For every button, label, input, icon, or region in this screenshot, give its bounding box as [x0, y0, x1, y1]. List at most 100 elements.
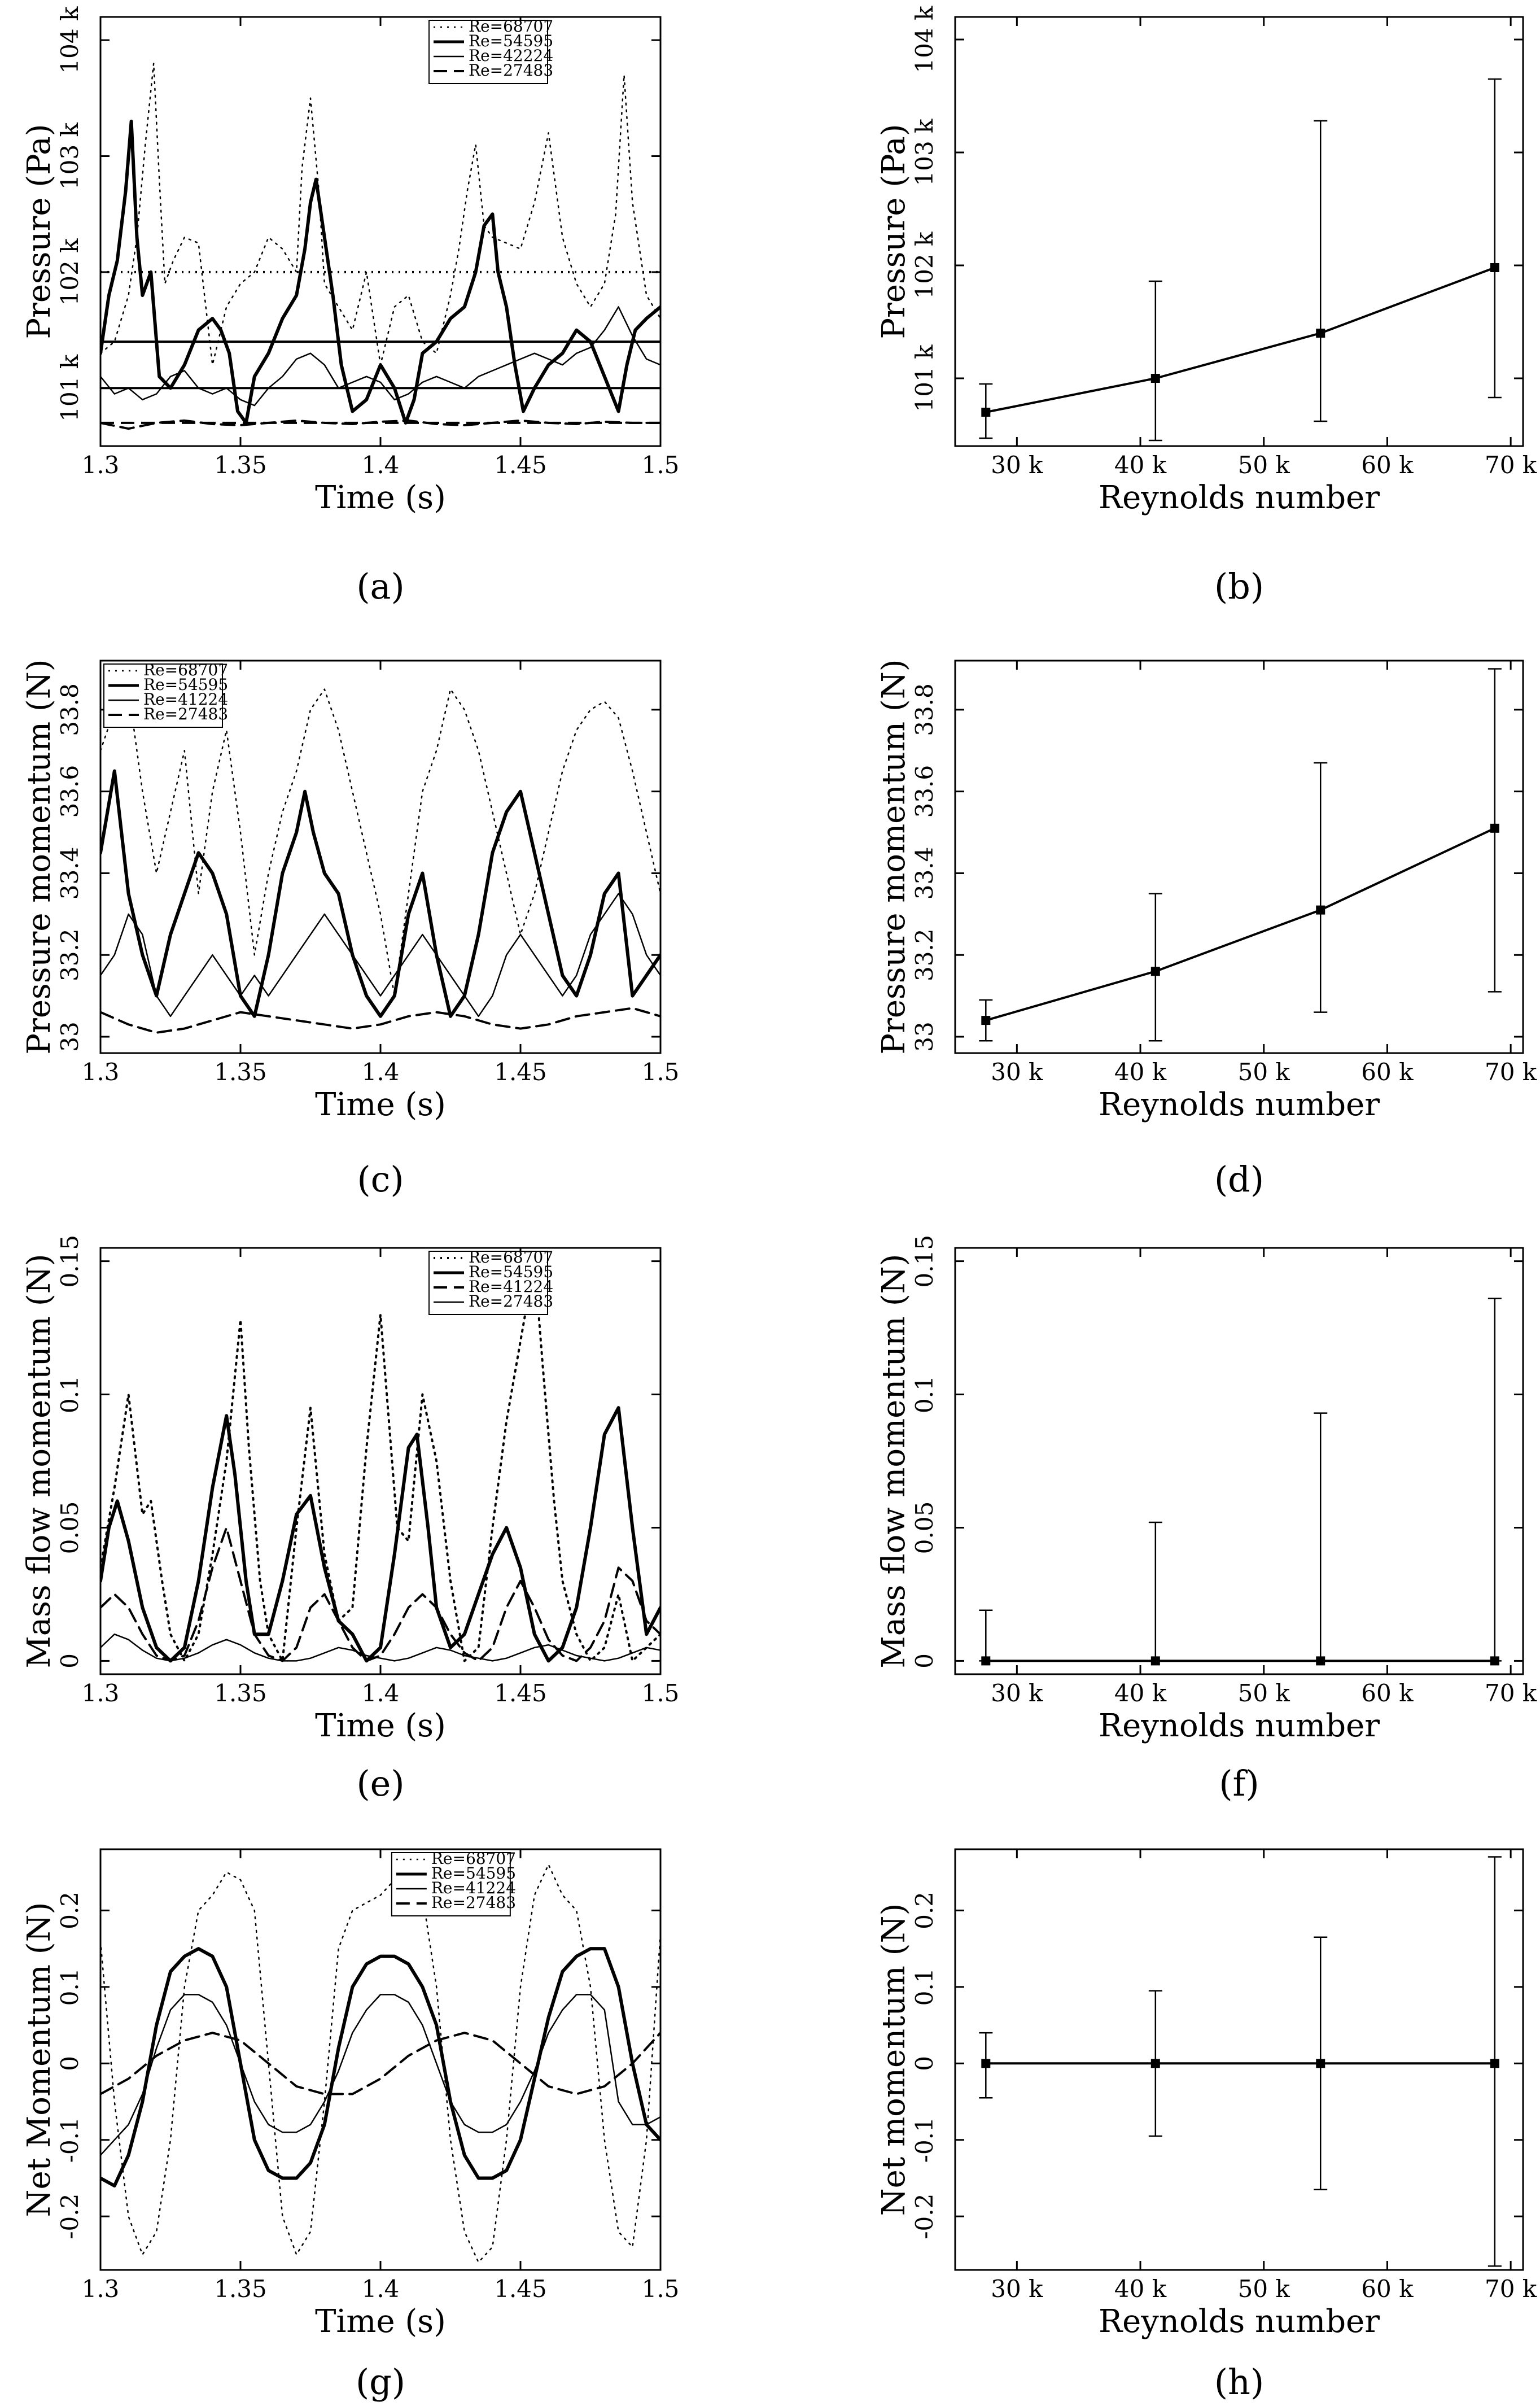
x-tick-label: 60 k	[1361, 2275, 1414, 2303]
y-tick-label: 103 k	[911, 119, 938, 186]
x-axis-label: Reynolds number	[1099, 1708, 1380, 1744]
legend-label: Re=42224	[469, 46, 553, 65]
chart-g: 1.3 1.35 1.4 1.45 1.5 -0.2 -0.1 0 0.1 0.2 Re=68707…	[21, 1848, 680, 2403]
plot-area	[979, 668, 1502, 1042]
x-tick-label: 1.35	[214, 1679, 267, 1707]
data-point	[981, 1016, 991, 1025]
x-tick-label: 1.35	[214, 1058, 267, 1086]
plot-frame	[99, 16, 662, 447]
data-point	[1490, 2059, 1499, 2068]
x-tick-label: 1.4	[362, 1679, 400, 1707]
y-tick-label: 33.6	[56, 765, 84, 818]
x-tick-label: 1.35	[214, 2275, 267, 2303]
x-tick-label: 50 k	[1238, 1679, 1290, 1707]
plot-frame	[99, 1247, 662, 1675]
plot-frame	[99, 1848, 662, 2271]
panel-caption: (b)	[1214, 566, 1264, 607]
y-tick-label: 0	[56, 2056, 84, 2071]
data-point	[1316, 2059, 1325, 2068]
y-tick-label: -0.1	[56, 2117, 84, 2163]
y-tick-label: 33.2	[911, 928, 938, 981]
x-tick-label: 1.45	[494, 1679, 547, 1707]
y-axis-label: Mass flow momentum (N)	[876, 1254, 912, 1668]
x-tick-label: 1.3	[82, 451, 120, 479]
y-axis-label: Net momentum (N)	[876, 1903, 912, 2216]
x-tick-label: 30 k	[991, 2275, 1043, 2303]
data-point	[1316, 905, 1325, 915]
x-tick-label: 1.5	[642, 1679, 680, 1707]
y-tick-label: 0.05	[56, 1501, 84, 1554]
y-tick-label: 0.2	[56, 1892, 84, 1929]
x-tick-label: 50 k	[1238, 2275, 1290, 2303]
data-point	[1316, 1656, 1325, 1666]
y-tick-label: 0.1	[56, 1968, 84, 2006]
x-tick-label: 60 k	[1361, 451, 1414, 479]
legend-box	[428, 20, 548, 84]
data-point	[981, 2059, 991, 2068]
series-line-re-68707	[100, 1863, 660, 2263]
series-line-re-68707	[100, 688, 660, 997]
y-axis-label: Pressure (Pa)	[876, 124, 912, 339]
plot-area	[979, 78, 1502, 442]
plot-area	[100, 1863, 660, 2263]
panel-caption: (g)	[356, 2361, 405, 2403]
chart-b: 30 k 40 k 50 k 60 k 70 k 101 k 102 k 103 k 104 k…	[876, 6, 1537, 607]
y-tick-label: 33.2	[56, 928, 84, 981]
x-tick-label: 1.3	[82, 1679, 120, 1707]
series-line-re-27483	[100, 1007, 660, 1034]
x-tick-label: 30 k	[991, 451, 1043, 479]
plot-area	[979, 1856, 1502, 2267]
y-tick-label: -0.2	[911, 2194, 938, 2239]
plot-area	[100, 62, 660, 430]
x-tick-label: 70 k	[1485, 1679, 1537, 1707]
x-tick-label: 1.4	[362, 2275, 400, 2303]
x-tick-label: 40 k	[1114, 1058, 1167, 1086]
x-tick-label: 1.3	[82, 1058, 120, 1086]
plot-frame	[954, 1247, 1524, 1675]
legend-label: Re=68707	[469, 17, 553, 36]
x-tick-label: 1.5	[642, 2275, 680, 2303]
legend-label: Re=41224	[469, 1277, 553, 1296]
y-tick-label: 0	[911, 1653, 938, 1669]
panel-caption: (d)	[1214, 1159, 1264, 1200]
panel-caption: (a)	[356, 566, 404, 607]
data-point	[1490, 823, 1499, 833]
legend-label: Re=54595	[431, 1864, 516, 1883]
chart-e: 1.3 1.35 1.4 1.45 1.500.050.10.15 Re=68707Re=…	[21, 1235, 679, 1804]
plot-area	[100, 1260, 660, 1663]
series-line-re-27483	[100, 2032, 660, 2095]
x-tick-label: 70 k	[1485, 1058, 1537, 1086]
y-tick-label: 101 k	[911, 344, 938, 412]
series-line-re-41224	[100, 1994, 660, 2156]
series-line-1	[985, 267, 1496, 413]
x-tick-label: 1.45	[494, 1058, 547, 1086]
data-point	[981, 1656, 991, 1666]
y-tick-label: 33.8	[56, 683, 84, 736]
data-point	[1150, 967, 1160, 976]
x-tick-label: 1.45	[494, 451, 547, 479]
y-tick-label: 104 k	[911, 6, 938, 73]
y-axis-label: Pressure momentum (N)	[876, 659, 912, 1054]
panel-caption: (c)	[357, 1159, 404, 1200]
plot-area	[100, 688, 660, 1034]
x-axis-label: Reynolds number	[1099, 1086, 1380, 1123]
plot-frame	[99, 660, 662, 1054]
x-tick-label: 60 k	[1361, 1679, 1414, 1707]
legend-box	[428, 1251, 548, 1315]
series-line-1	[985, 827, 1496, 1022]
plot-frame	[954, 16, 1524, 447]
x-tick-label: 50 k	[1238, 451, 1290, 479]
x-tick-label: 40 k	[1114, 2275, 1167, 2303]
y-tick-label: 0.15	[56, 1235, 84, 1288]
legend-label: Re=27483	[469, 61, 553, 80]
series-line-re-54595	[100, 119, 660, 425]
y-tick-label: 0	[56, 1653, 84, 1669]
legend-label: Re=27483	[469, 1292, 553, 1311]
data-point	[1150, 1656, 1160, 1666]
x-tick-label: 60 k	[1361, 1058, 1414, 1086]
panel-caption: (h)	[1214, 2361, 1264, 2403]
y-axis-label: Mass flow momentum (N)	[21, 1254, 58, 1668]
x-axis-label: Time (s)	[315, 2303, 446, 2340]
